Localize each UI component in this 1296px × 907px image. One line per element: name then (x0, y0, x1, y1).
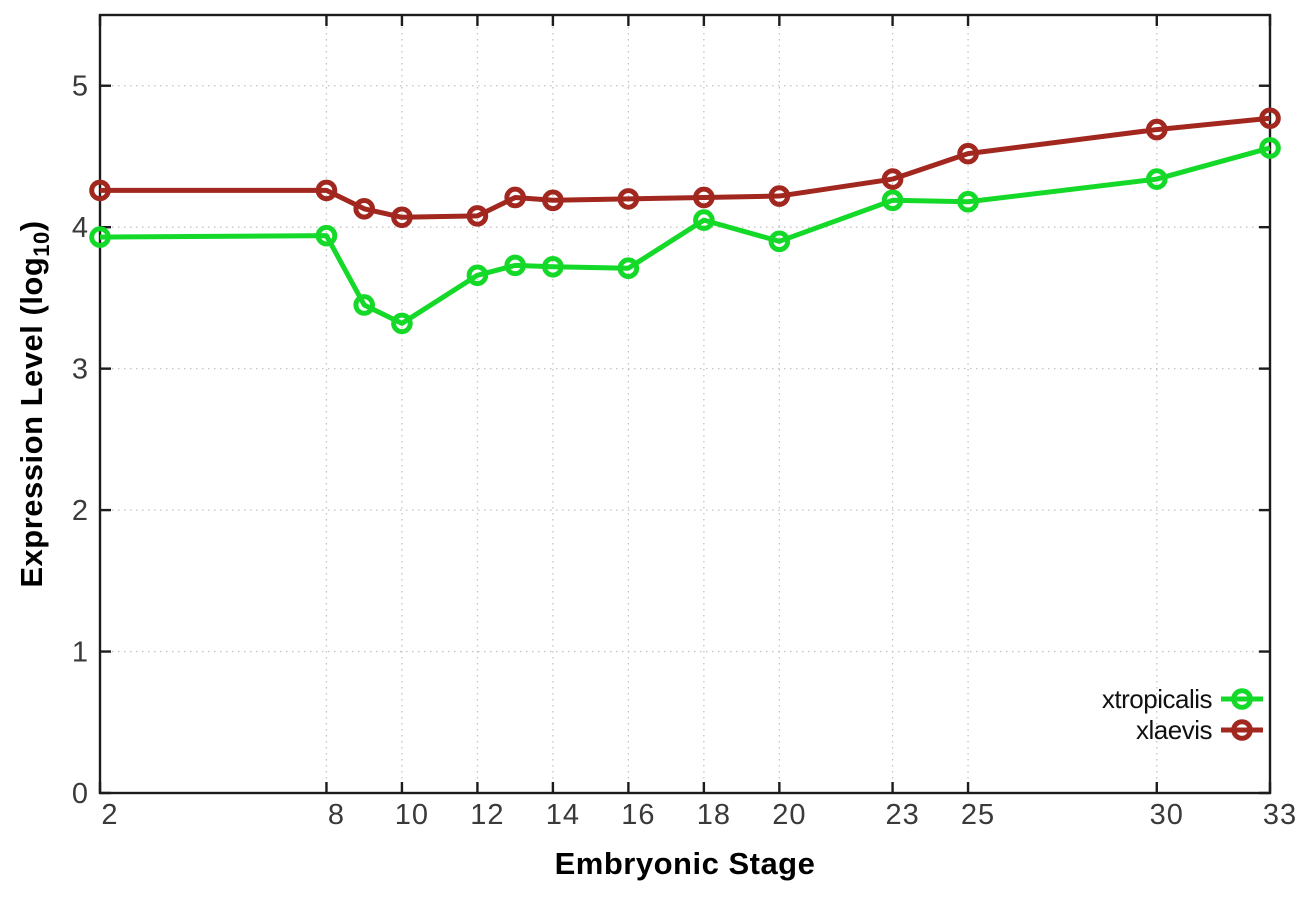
y-tick-label-4: 4 (72, 212, 89, 244)
x-tick-label-12: 12 (470, 799, 504, 831)
x-axis-title: Embryonic Stage (554, 846, 816, 881)
y-axis-title: Expression Level (log10) (12, 15, 62, 793)
data-point-marker-xlaevis-33 (1259, 107, 1281, 130)
x-tick-label-16: 16 (621, 799, 655, 831)
y-tick-label-3: 3 (72, 354, 89, 386)
x-tick-label-10: 10 (395, 799, 429, 831)
y-axis-title-subscript: 10 (29, 231, 55, 257)
data-point-marker-xlaevis-10 (391, 206, 413, 229)
data-point-marker-xtropicalis-9 (353, 294, 375, 316)
data-point-marker-xtropicalis-33 (1259, 137, 1281, 159)
x-tick-label-18: 18 (697, 799, 731, 831)
legend-label-xlaevis: xlaevis (1136, 715, 1212, 745)
data-point-marker-xlaevis-12 (466, 205, 489, 227)
legend-sample-marker-xlaevis (1231, 719, 1253, 741)
legend-sample-marker-xtropicalis (1231, 688, 1253, 710)
data-point-marker-xlaevis-30 (1145, 118, 1168, 141)
y-axis-title-suffix: ) (14, 220, 49, 232)
data-point-marker-xlaevis-18 (693, 186, 715, 209)
data-point-marker-xlaevis-13 (504, 186, 526, 209)
data-point-marker-xlaevis-2 (89, 179, 111, 202)
x-tick-label-33: 33 (1263, 799, 1296, 831)
legend-label-xtropicalis: xtropicalis (1102, 684, 1213, 714)
data-point-marker-xtropicalis-16 (617, 257, 640, 280)
data-point-marker-xlaevis-14 (542, 189, 564, 212)
data-point-marker-xlaevis-23 (881, 168, 904, 190)
x-tick-label-2: 2 (101, 799, 118, 831)
data-point-marker-xtropicalis-14 (542, 255, 564, 278)
data-point-marker-xlaevis-25 (957, 142, 979, 165)
data-point-marker-xlaevis-8 (315, 179, 338, 202)
data-point-marker-xtropicalis-13 (504, 254, 526, 277)
plot-border (98, 13, 1272, 795)
data-point-marker-xlaevis-20 (768, 185, 791, 207)
data-point-marker-xtropicalis-8 (315, 224, 338, 247)
data-point-marker-xtropicalis-2 (89, 226, 111, 248)
data-point-marker-xtropicalis-20 (768, 230, 791, 253)
x-tick-label-23: 23 (885, 799, 919, 831)
x-tick-label-8: 8 (328, 799, 345, 831)
data-point-marker-xtropicalis-18 (693, 209, 715, 231)
y-tick-label-0: 0 (72, 778, 89, 810)
y-axis-title-text: Expression Level (log (14, 256, 49, 588)
series-line-xlaevis (100, 115, 1271, 220)
data-point-marker-xtropicalis-10 (391, 312, 413, 335)
y-tick-label-2: 2 (72, 495, 89, 527)
series-line-xtropicalis (99, 145, 1271, 326)
data-point-marker-xlaevis-9 (353, 197, 375, 220)
x-tick-label-25: 25 (961, 799, 995, 831)
x-tick-label-30: 30 (1150, 799, 1184, 831)
data-point-marker-xlaevis-16 (617, 188, 640, 210)
y-tick-label-5: 5 (72, 71, 89, 103)
data-point-marker-xtropicalis-12 (466, 264, 489, 287)
x-tick-label-20: 20 (772, 799, 806, 831)
data-point-marker-xtropicalis-30 (1145, 168, 1168, 190)
data-point-marker-xtropicalis-23 (881, 189, 904, 212)
x-tick-label-14: 14 (546, 799, 580, 831)
y-tick-label-1: 1 (72, 637, 89, 669)
data-point-marker-xtropicalis-25 (957, 190, 979, 213)
